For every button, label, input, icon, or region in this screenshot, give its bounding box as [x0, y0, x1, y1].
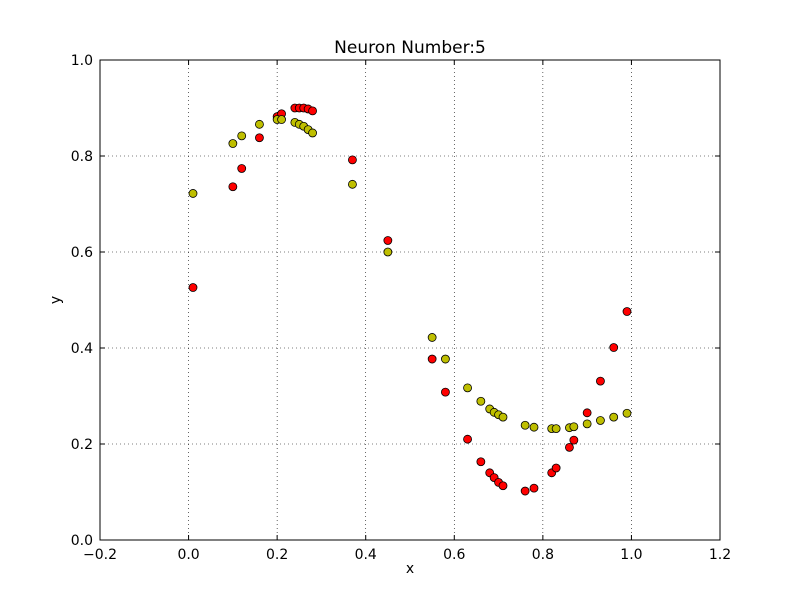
- data-point-series-1: [308, 106, 317, 116]
- x-tick-label: 1.0: [620, 547, 642, 563]
- data-point-series-2: [569, 422, 579, 432]
- data-point-series-1: [622, 307, 632, 316]
- data-point-series-1: [609, 343, 619, 352]
- ticks-layer: −0.2 0.0 0.2 0.4 0.6 0.8 1.0 1.20.00.20.40.60.8…: [71, 53, 731, 563]
- data-point-series-2: [277, 115, 286, 124]
- data-point-series-1: [520, 486, 530, 496]
- chart-title: Neuron Number:5: [334, 38, 486, 58]
- data-point-series-2: [529, 422, 539, 432]
- y-tick-label: 0.4: [71, 341, 93, 357]
- data-point-series-2: [348, 179, 357, 189]
- data-point-series-2: [228, 139, 238, 148]
- data-point-series-2: [582, 419, 592, 429]
- data-point-series-2: [463, 383, 472, 393]
- y-axis-label: y: [48, 296, 64, 304]
- x-axis-label: x: [406, 561, 414, 577]
- data-point-series-2: [237, 131, 247, 141]
- x-tick-label: 0.6: [443, 547, 465, 563]
- data-point-series-2: [255, 119, 264, 129]
- data-point-series-2: [520, 420, 530, 430]
- data-point-series-1: [463, 434, 472, 444]
- data-point-series-1: [228, 182, 238, 192]
- plot-frame: [99, 59, 721, 541]
- data-point-series-1: [569, 435, 579, 445]
- data-point-series-2: [441, 354, 450, 364]
- data-point-series-1: [348, 155, 357, 165]
- y-tick-label: 0.2: [71, 437, 93, 453]
- data-point-series-1: [565, 442, 574, 452]
- data-point-series-1: [498, 481, 508, 491]
- points-layer: [188, 103, 632, 496]
- y-tick-label: 0.6: [71, 245, 93, 261]
- data-point-series-2: [498, 412, 508, 422]
- y-tick-label: 0.8: [71, 149, 93, 165]
- x-tick-label: 0.2: [266, 547, 288, 563]
- data-point-series-1: [383, 236, 393, 245]
- data-point-series-1: [582, 408, 592, 418]
- y-tick-label: 1.0: [71, 53, 93, 69]
- x-tick-label: −0.2: [83, 547, 117, 563]
- data-point-series-2: [596, 416, 605, 425]
- data-point-series-2: [622, 408, 632, 418]
- data-point-series-2: [551, 424, 561, 434]
- data-point-series-1: [476, 457, 486, 467]
- data-point-series-1: [596, 376, 605, 386]
- x-tick-label: 1.2: [709, 547, 731, 563]
- x-tick-label: 0.8: [532, 547, 554, 563]
- data-point-series-2: [308, 128, 317, 138]
- data-point-series-2: [609, 412, 619, 422]
- data-point-series-1: [441, 387, 450, 397]
- y-tick-label: 0.0: [71, 533, 93, 549]
- data-point-series-2: [188, 189, 198, 198]
- data-point-series-2: [427, 333, 437, 342]
- x-tick-label: 0.4: [355, 547, 377, 563]
- data-point-series-1: [551, 463, 561, 473]
- data-point-series-1: [427, 354, 437, 364]
- data-point-series-1: [529, 483, 539, 493]
- x-tick-label: 0.0: [177, 547, 199, 563]
- data-point-series-1: [237, 164, 247, 173]
- data-point-series-1: [255, 133, 264, 143]
- data-point-series-1: [188, 283, 198, 292]
- data-point-series-2: [476, 396, 486, 406]
- data-point-series-2: [383, 247, 393, 257]
